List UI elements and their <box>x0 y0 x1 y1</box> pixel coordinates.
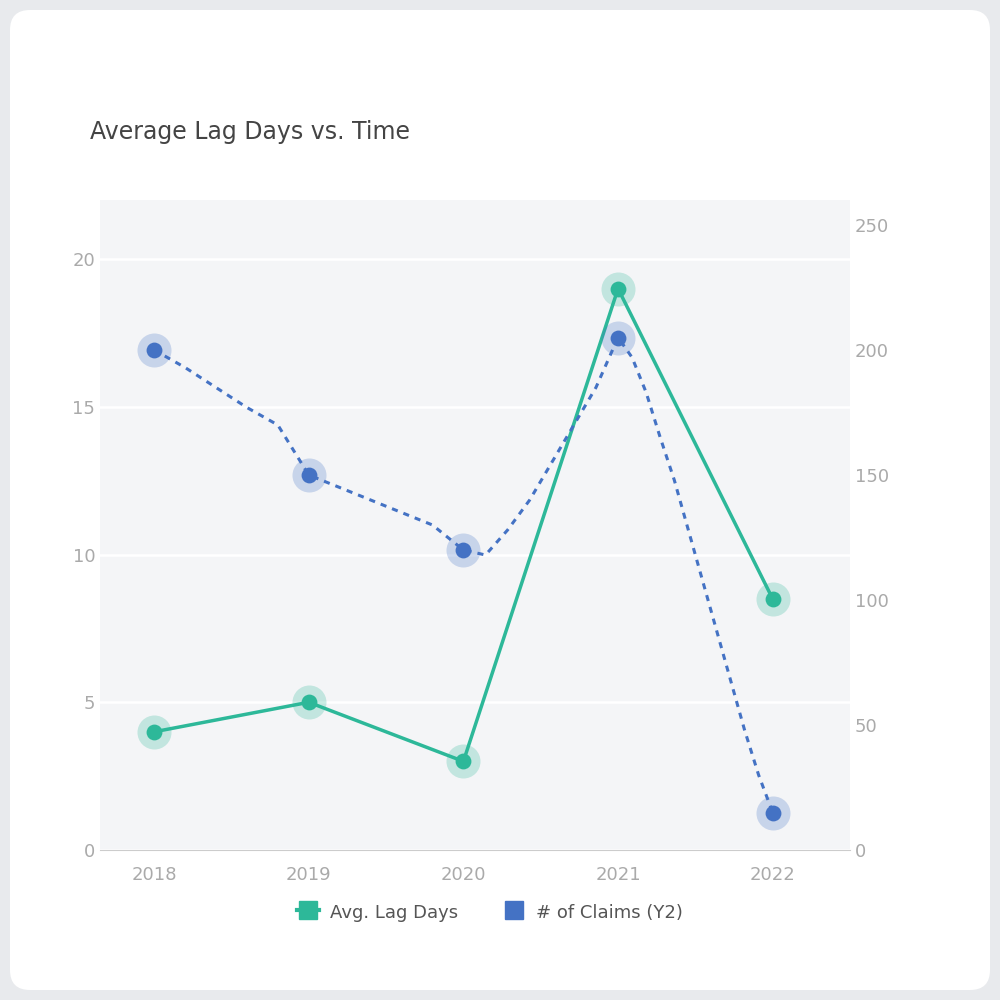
Point <box>146 724 162 740</box>
Point <box>455 542 471 558</box>
Legend: Avg. Lag Days, # of Claims (Y2): Avg. Lag Days, # of Claims (Y2) <box>290 896 690 929</box>
Point <box>610 330 626 346</box>
Point <box>765 591 781 607</box>
Point <box>146 724 162 740</box>
Point <box>301 467 317 483</box>
Point <box>765 804 781 820</box>
Point <box>610 330 626 346</box>
Point <box>765 804 781 820</box>
Point <box>146 342 162 358</box>
Point <box>610 281 626 297</box>
Point <box>301 467 317 483</box>
Point <box>610 281 626 297</box>
Point <box>455 753 471 769</box>
Point <box>455 753 471 769</box>
Point <box>455 542 471 558</box>
Point <box>301 694 317 710</box>
Point <box>301 694 317 710</box>
Text: Average Lag Days vs. Time: Average Lag Days vs. Time <box>90 120 410 144</box>
Point <box>765 591 781 607</box>
Point <box>146 342 162 358</box>
